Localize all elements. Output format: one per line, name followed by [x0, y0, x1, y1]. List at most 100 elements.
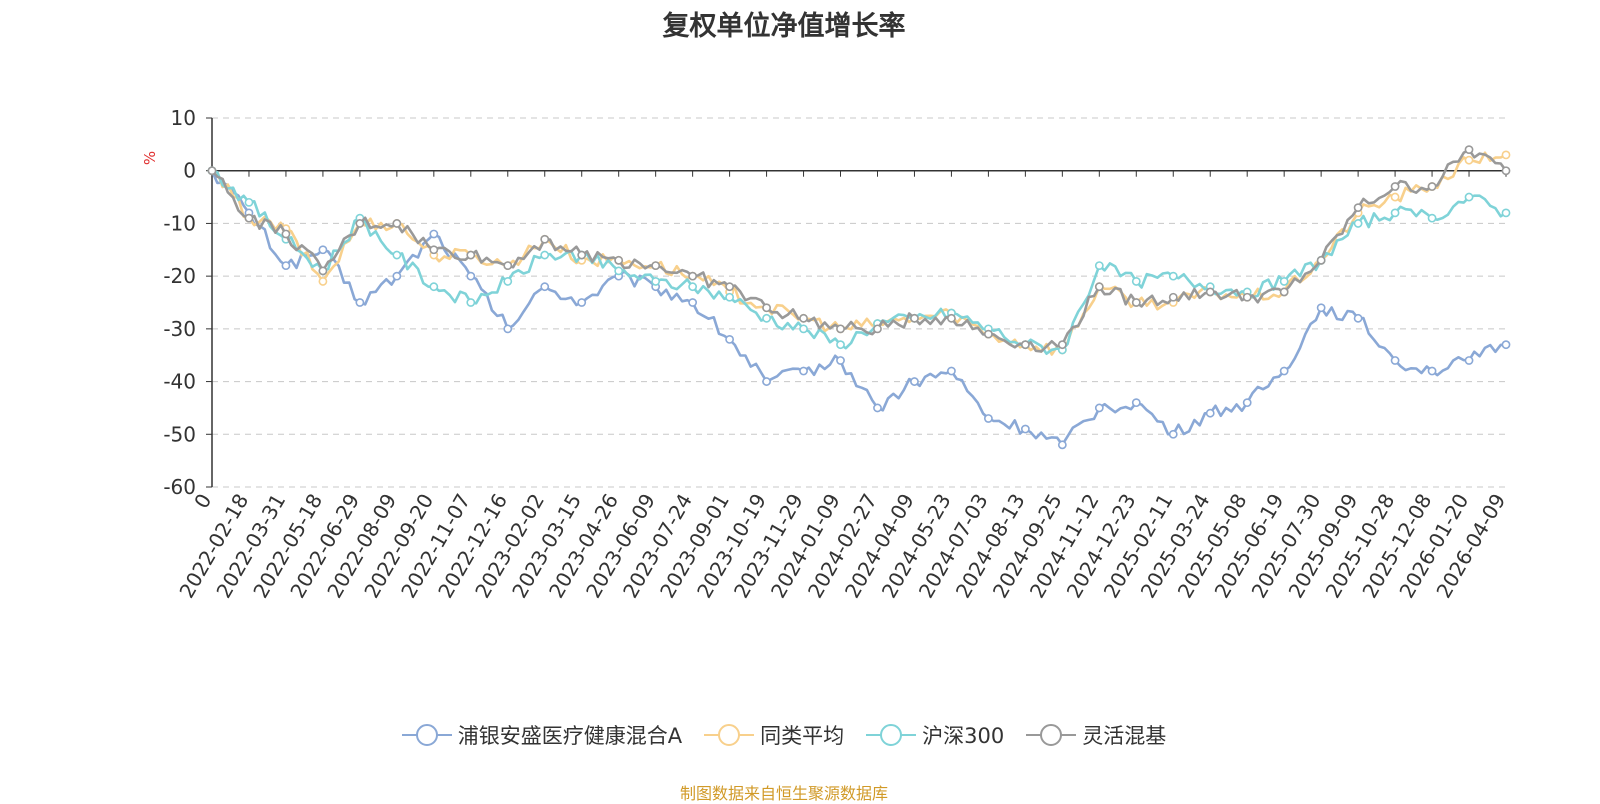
data-point[interactable] — [799, 366, 808, 376]
data-point[interactable] — [725, 292, 734, 302]
data-point[interactable] — [1242, 398, 1252, 408]
data-point[interactable] — [1316, 255, 1326, 265]
data-point[interactable] — [984, 414, 993, 423]
data-point[interactable] — [1279, 366, 1289, 376]
data-point[interactable] — [910, 313, 919, 323]
data-point[interactable] — [1020, 340, 1030, 350]
data-point[interactable] — [1131, 277, 1141, 286]
data-point[interactable] — [836, 324, 845, 334]
data-point[interactable] — [318, 245, 328, 255]
data-point[interactable] — [392, 250, 402, 260]
data-point[interactable] — [1464, 356, 1474, 365]
data-point[interactable] — [614, 255, 624, 265]
data-point[interactable] — [1353, 203, 1363, 213]
data-point[interactable] — [1501, 150, 1511, 160]
data-point[interactable] — [1205, 287, 1215, 297]
data-point[interactable] — [1094, 403, 1104, 413]
data-point[interactable] — [1501, 340, 1511, 350]
data-point[interactable] — [1094, 282, 1104, 292]
data-point[interactable] — [1353, 219, 1363, 228]
data-point[interactable] — [725, 334, 734, 344]
data-point[interactable] — [688, 298, 698, 307]
data-point[interactable] — [1057, 440, 1067, 450]
data-point[interactable] — [244, 213, 254, 223]
legend-item-0[interactable]: 浦银安盛医疗健康混合A — [401, 720, 682, 750]
data-point[interactable] — [910, 377, 919, 386]
data-point[interactable] — [392, 271, 402, 281]
data-point[interactable] — [1464, 155, 1474, 165]
data-point[interactable] — [1390, 208, 1400, 218]
data-point[interactable] — [503, 261, 513, 270]
data-point[interactable] — [540, 234, 550, 244]
data-point[interactable] — [466, 250, 476, 260]
data-point[interactable] — [688, 282, 698, 292]
data-point[interactable] — [1168, 429, 1178, 439]
data-point[interactable] — [429, 282, 439, 292]
data-point[interactable] — [1020, 424, 1030, 434]
data-point[interactable] — [1279, 287, 1289, 297]
data-point[interactable] — [947, 366, 956, 376]
data-point[interactable] — [244, 197, 254, 207]
data-point[interactable] — [1168, 292, 1178, 302]
data-point[interactable] — [355, 298, 365, 307]
data-point[interactable] — [392, 219, 402, 228]
data-point[interactable] — [1390, 356, 1400, 365]
data-point[interactable] — [281, 229, 291, 239]
data-point[interactable] — [836, 340, 845, 350]
data-point[interactable] — [725, 282, 734, 292]
data-point[interactable] — [318, 277, 328, 286]
data-point[interactable] — [318, 266, 328, 276]
data-point[interactable] — [873, 403, 882, 413]
data-point[interactable] — [688, 271, 698, 281]
data-point[interactable] — [1131, 398, 1141, 408]
data-point[interactable] — [1168, 271, 1178, 281]
data-point[interactable] — [873, 324, 882, 334]
data-point[interactable] — [1427, 182, 1437, 191]
data-point[interactable] — [429, 229, 439, 239]
data-point[interactable] — [1094, 261, 1104, 270]
data-point[interactable] — [1390, 182, 1400, 191]
data-point[interactable] — [762, 377, 771, 386]
data-point[interactable] — [1131, 298, 1141, 307]
data-point[interactable] — [762, 313, 771, 323]
data-point[interactable] — [540, 250, 550, 260]
y-tick-label: 0 — [183, 159, 196, 183]
data-point[interactable] — [1316, 303, 1326, 313]
data-point[interactable] — [836, 356, 845, 365]
data-point[interactable] — [503, 324, 513, 334]
data-point[interactable] — [1205, 408, 1215, 418]
data-point[interactable] — [1427, 366, 1437, 376]
data-point[interactable] — [799, 313, 808, 323]
data-point[interactable] — [1390, 192, 1400, 202]
data-point[interactable] — [207, 166, 217, 176]
data-point[interactable] — [429, 245, 439, 255]
data-point[interactable] — [1464, 145, 1474, 155]
legend-item-3[interactable]: 灵活混基 — [1026, 720, 1166, 750]
data-point[interactable] — [466, 271, 476, 281]
data-point[interactable] — [466, 298, 476, 307]
data-point[interactable] — [1464, 192, 1474, 202]
data-point[interactable] — [577, 250, 587, 260]
data-point[interactable] — [799, 324, 808, 334]
data-point[interactable] — [651, 277, 661, 286]
data-point[interactable] — [984, 329, 993, 339]
data-point[interactable] — [947, 313, 956, 323]
data-point[interactable] — [1501, 166, 1511, 176]
data-point[interactable] — [762, 303, 771, 313]
data-point[interactable] — [1242, 292, 1252, 302]
legend-item-2[interactable]: 沪深300 — [866, 720, 1004, 750]
data-point[interactable] — [503, 277, 513, 286]
data-point[interactable] — [1279, 277, 1289, 286]
data-point[interactable] — [1353, 313, 1363, 323]
data-point[interactable] — [1057, 340, 1067, 350]
data-point[interactable] — [577, 298, 587, 307]
data-point[interactable] — [281, 261, 291, 270]
data-point[interactable] — [651, 261, 661, 270]
data-point[interactable] — [1501, 208, 1511, 218]
series-layer — [207, 145, 1511, 450]
data-point[interactable] — [1427, 213, 1437, 223]
data-point[interactable] — [355, 219, 365, 228]
data-point[interactable] — [540, 282, 550, 292]
legend-item-1[interactable]: 同类平均 — [704, 720, 844, 750]
data-point[interactable] — [614, 266, 624, 276]
